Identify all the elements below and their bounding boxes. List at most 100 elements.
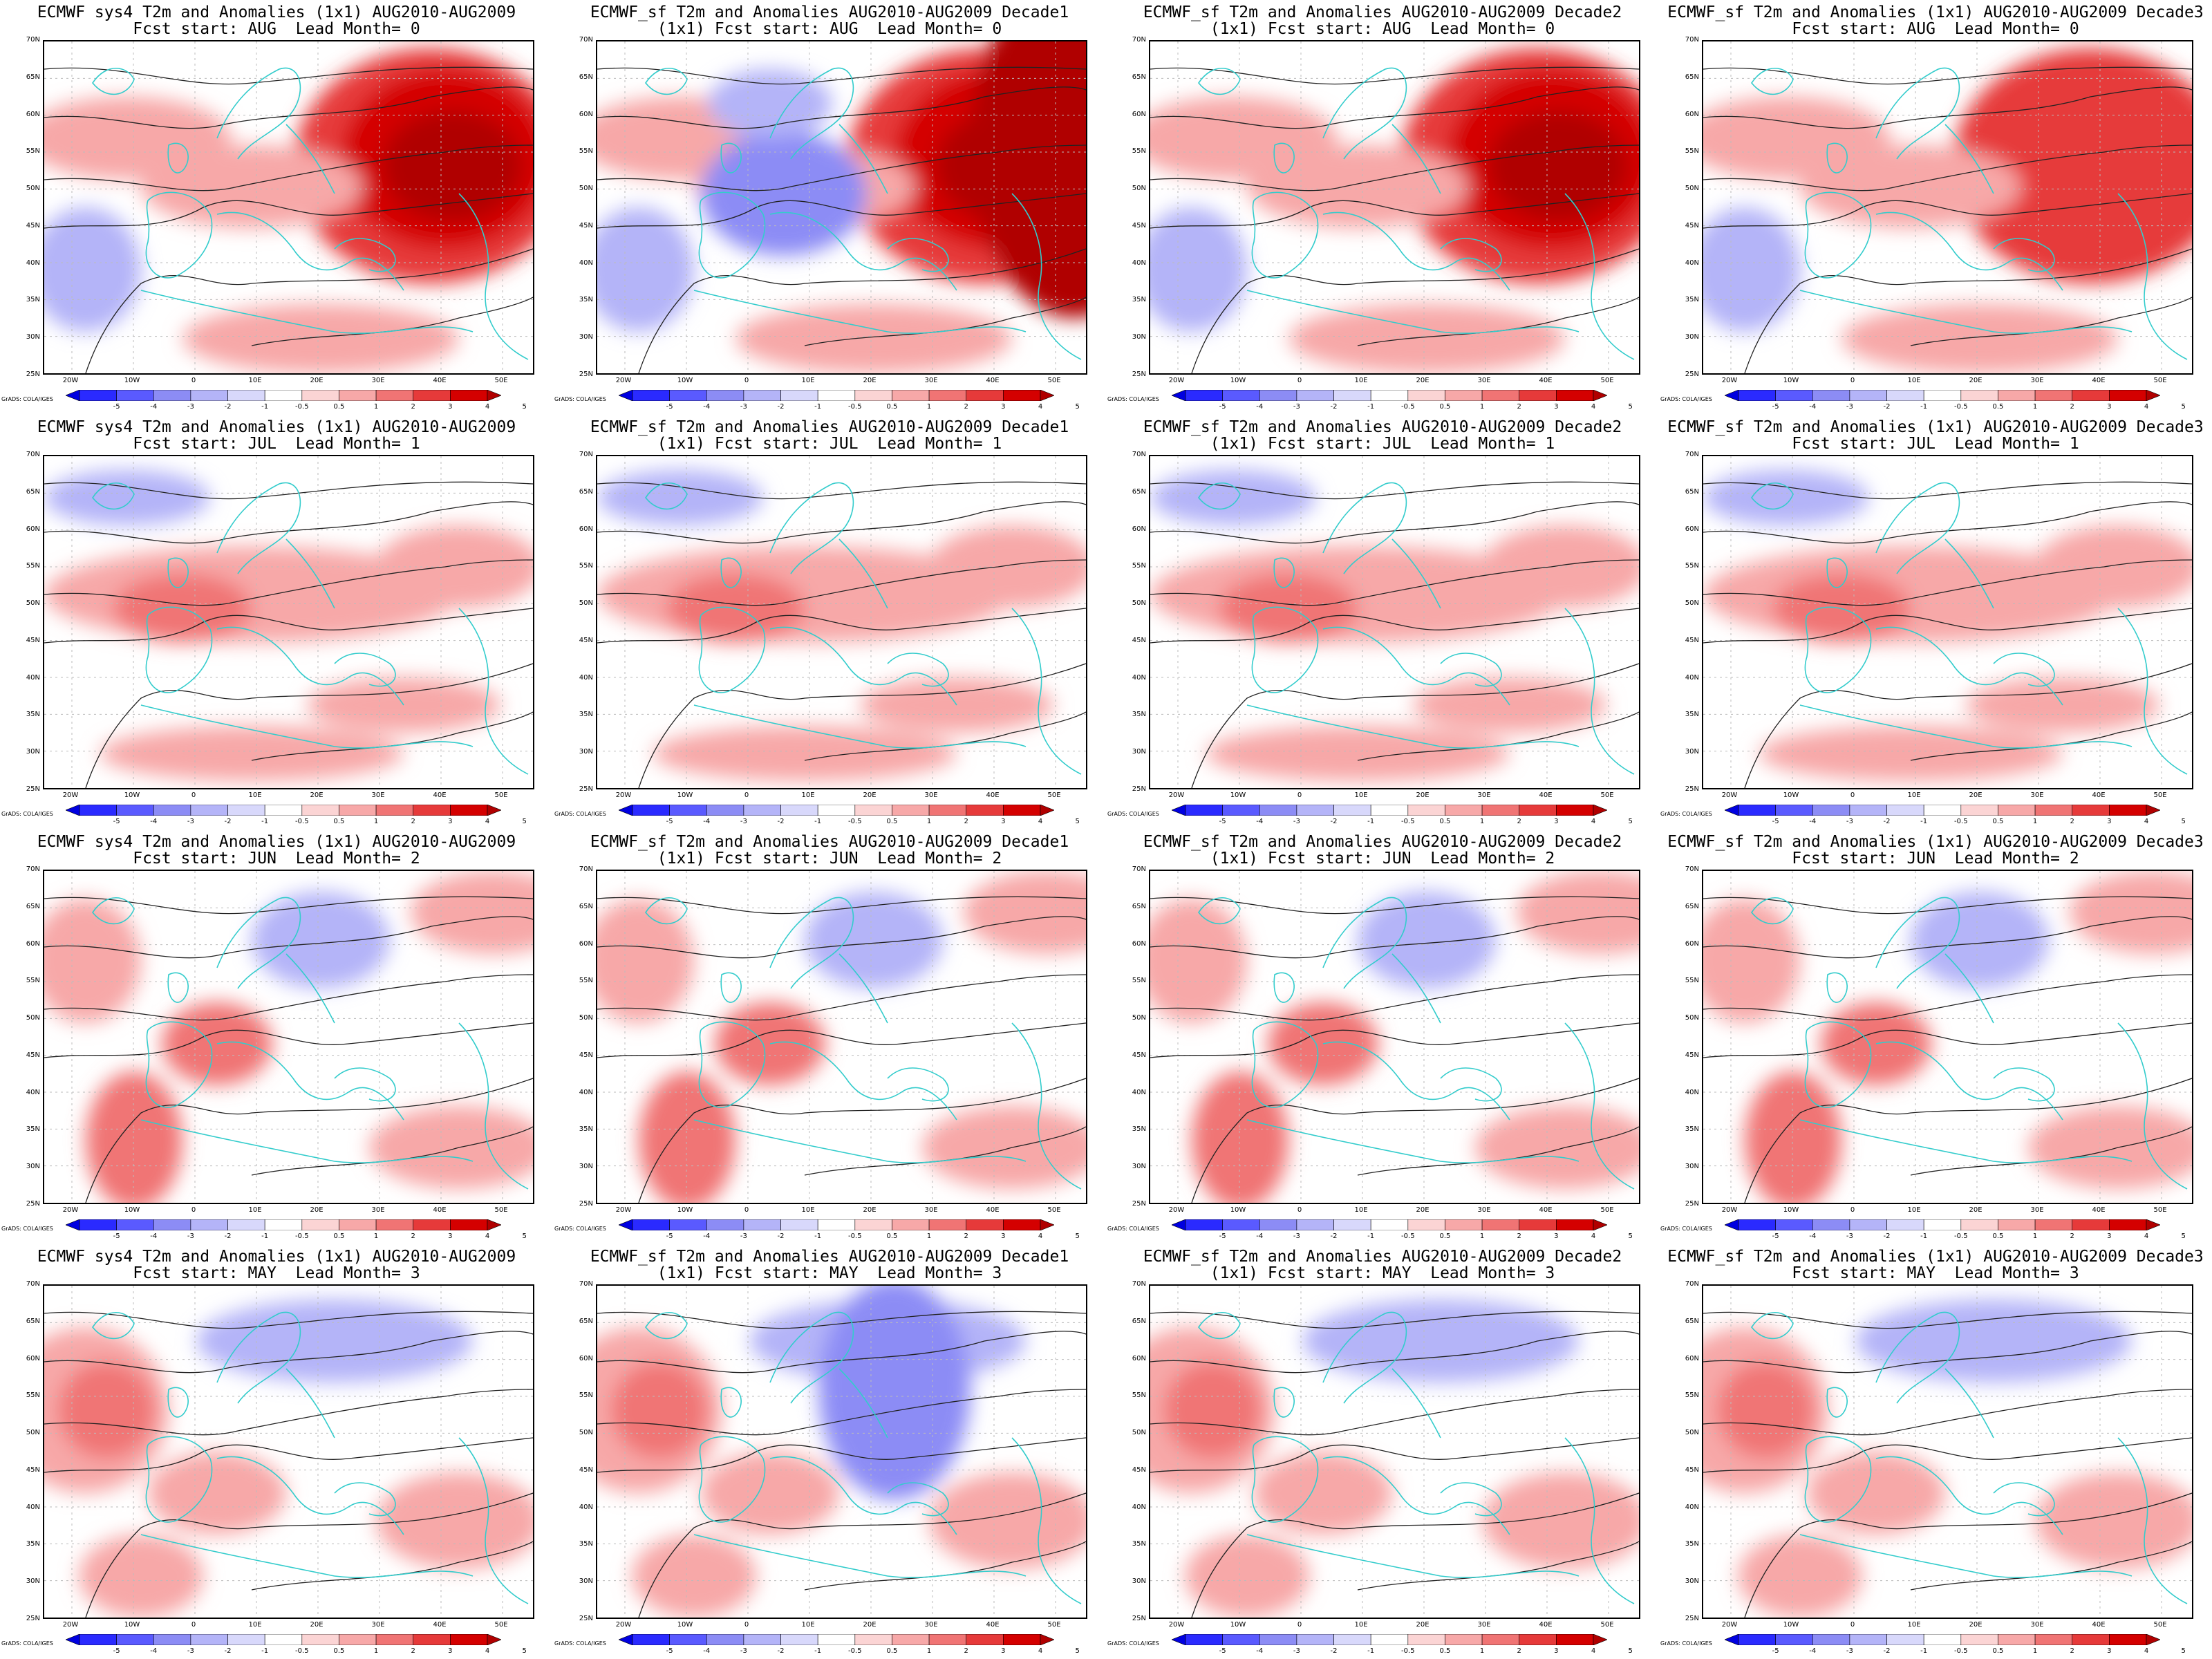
latitude-label: 25N (579, 1615, 593, 1622)
coastline (458, 193, 529, 360)
longitude-label: 30E (1477, 1206, 1491, 1214)
longitude-label: 20W (615, 791, 632, 799)
colorbar-swatch (1481, 1634, 1520, 1645)
anomaly-region (1703, 899, 1800, 1023)
coastline (1564, 1022, 1635, 1190)
coastline (1251, 1021, 1319, 1108)
latitude-label: 40N (1132, 1503, 1146, 1511)
colorbar-tick-label: -4 (1809, 1232, 1817, 1240)
colorbar (1172, 1634, 1607, 1645)
temperature-contour (597, 1437, 1086, 1473)
colorbar-tick-label: 5 (1628, 1647, 1633, 1655)
temperature-contour (1150, 193, 1639, 229)
colorbar-tick-label: -2 (1883, 1647, 1891, 1655)
latitude-label: 65N (1132, 487, 1146, 496)
colorbar-tick-label: -1 (814, 1232, 822, 1240)
anomaly-region (79, 1535, 203, 1618)
colorbar-swatch (892, 1219, 930, 1230)
colorbar-tick-label: 2 (1517, 403, 1521, 411)
colorbar-tick-label: 2 (2070, 818, 2074, 825)
latitude-label: 40N (1685, 1088, 1699, 1096)
latitude-label: 70N (1685, 1280, 1699, 1288)
temperature-contour (85, 1492, 533, 1618)
latitude-label: 25N (26, 785, 40, 793)
colorbar-swatch (1296, 390, 1334, 401)
temperature-contour (1703, 1022, 2192, 1058)
anomaly-field (597, 41, 1086, 373)
colorbar-swatch (1259, 390, 1297, 401)
colorbar-swatch (116, 805, 154, 816)
colorbar-swatch (1445, 1219, 1483, 1230)
latitude-label: 60N (1685, 525, 1699, 533)
colorbar-swatch (1296, 1634, 1334, 1645)
anomaly-field (597, 871, 1086, 1203)
colorbar-tick-label: -5 (1219, 403, 1226, 411)
temperature-contour (597, 1389, 1086, 1436)
anomaly-field (597, 456, 1086, 788)
colorbar-tick-label: 3 (2107, 403, 2112, 411)
colorbar-swatch (743, 1634, 781, 1645)
temperature-contour (804, 1541, 1086, 1591)
panel-subtitle: (1x1) Fcst start: AUG Lead Month= 0 (657, 20, 1002, 38)
latitude-label: 70N (1132, 865, 1146, 873)
anomaly-region (369, 1106, 533, 1189)
latitude-label: 65N (1132, 73, 1146, 81)
colorbar-swatch (966, 805, 1004, 816)
colorbar-tick-label: 3 (448, 818, 453, 825)
colorbar-tick-label: -3 (1846, 403, 1853, 411)
coastline (1875, 1311, 1960, 1404)
latitude-label: 55N (26, 977, 40, 985)
colorbar-tick-label: -3 (1293, 403, 1300, 411)
colorbar-swatch (79, 390, 117, 401)
coastline (140, 1534, 474, 1578)
colorbar-tick-label: 1 (926, 403, 932, 411)
colorbar-tick-label: -0.5 (848, 818, 862, 825)
latitude-label: 50N (1132, 1014, 1146, 1022)
anomaly-region (383, 111, 521, 221)
colorbar-tick-label: 2 (2070, 1232, 2074, 1240)
latitude-label: 70N (579, 1280, 593, 1288)
grads-credit: GrADS: COLA/IGES (1, 811, 53, 817)
longitude-label: 20W (1168, 791, 1185, 799)
colorbar (1172, 805, 1607, 816)
temperature-contour (638, 248, 1086, 373)
colorbar-tick-label: -2 (224, 818, 232, 825)
latitude-label: 35N (26, 1125, 40, 1134)
coastline (1875, 67, 1960, 160)
latitude-label: 45N (26, 221, 40, 229)
latitude-label: 35N (26, 1540, 40, 1548)
colorbar-tick-label: 2 (1517, 1647, 1521, 1655)
colorbar-swatch (116, 390, 154, 401)
anomaly-region (929, 1472, 1086, 1569)
colorbar-swatch (339, 1219, 377, 1230)
colorbar-tick-label: 1 (926, 1232, 932, 1240)
map-panel: ECMWF_sf T2m and Anomalies (1x1) AUG2010… (1659, 830, 2212, 1244)
colorbar-swatch (339, 805, 377, 816)
latitude-label: 50N (579, 1429, 593, 1437)
latitude-label: 50N (26, 1014, 40, 1022)
temperature-contour (1703, 193, 2192, 229)
longitude-label: 20E (1416, 1621, 1430, 1629)
coastline (1440, 1067, 1502, 1102)
colorbar-swatch (1998, 805, 2036, 816)
colorbar-swatch (1481, 390, 1520, 401)
colorbar-swatch (1812, 805, 1850, 816)
panel-subtitle: Fcst start: AUG Lead Month= 0 (1792, 20, 2079, 38)
coastline (645, 482, 688, 510)
longitude-label: 10W (677, 1621, 693, 1629)
latitude-label: 30N (579, 1163, 593, 1171)
map-area (1149, 40, 1640, 375)
coastline (769, 67, 854, 160)
longitude-label: 50E (1600, 1621, 1614, 1629)
colorbar-swatch (817, 390, 856, 401)
colorbar-tick-label: 1 (1479, 403, 1485, 411)
temperature-contour (597, 559, 1086, 606)
colorbar-tick-label: -0.5 (848, 1232, 862, 1240)
colorbar-tick-label: -3 (1293, 1647, 1300, 1655)
colorbar-swatch (1407, 1219, 1445, 1230)
temperature-contour (44, 1331, 533, 1374)
colorbar-tick-label: -4 (1809, 818, 1817, 825)
temperature-contour (1357, 1126, 1639, 1176)
longitude-label: 10W (1783, 377, 1799, 384)
colorbar-tick-label: 0.5 (333, 1232, 345, 1240)
